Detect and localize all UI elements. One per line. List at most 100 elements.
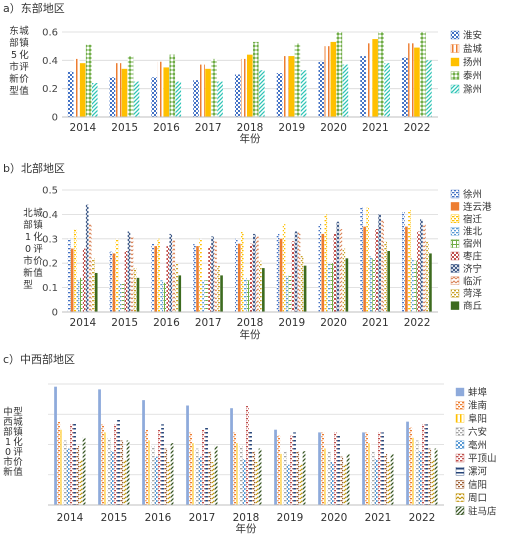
bar: 宿迁 2017: 0.3 — [199, 238, 202, 312]
bar: 漯河 2020: 0.26 — [337, 435, 340, 505]
legend-swatch — [455, 506, 465, 515]
y-axis-label-char: 值 — [33, 267, 43, 279]
bar: 泰州 2019: 0.52 — [294, 43, 301, 118]
bar: 商丘 2019: 0.19 — [303, 265, 307, 312]
y-tick-label: 0.2 — [42, 259, 58, 270]
bar: 蚌埠 2021: 0.27 — [362, 432, 365, 505]
bar: 淮安 2018: 0.3 — [234, 74, 241, 117]
legend-label: 宿迁 — [463, 213, 483, 225]
bar: 徐州 2018: 0.3 — [234, 238, 238, 312]
bar: 淮南 2019: 0.26 — [277, 435, 281, 505]
y-axis-label-char: 镇 — [33, 219, 43, 231]
bar: 亳州 2014: 0.21 — [66, 448, 70, 505]
bar: 六安 2018: 0.22 — [239, 445, 243, 505]
bar: 临沂 2018: 0.31 — [256, 236, 259, 312]
bar: 宿迁 2019: 0.36 — [282, 224, 286, 312]
bar: 信阳 2015: 0.24 — [120, 440, 124, 505]
x-tick-label: 2019 — [278, 317, 305, 329]
bar: 菏泽 2014: 0.22 — [91, 258, 95, 312]
y-tick-label: 0.3 — [42, 234, 58, 245]
bar: 宿州 2020: 0.2 — [330, 263, 334, 312]
bar: 临沂 2019: 0.33 — [297, 231, 301, 312]
bar: 蚌埠 2014: 0.44 — [54, 386, 57, 505]
bar: 连云港 2021: 0.35 — [363, 226, 366, 312]
y-tick-label: 0.1 — [42, 283, 58, 294]
legend-label: 周口 — [468, 493, 487, 504]
y-axis-label-char: 东 — [9, 25, 19, 37]
legend-swatch — [450, 44, 460, 53]
bar: 盐城 2016: 0.39 — [157, 61, 164, 117]
legend-swatch — [450, 84, 460, 94]
bar: 淮北 2016: 0.13 — [160, 280, 164, 312]
bar: 淮南 2018: 0.27 — [233, 432, 237, 505]
legend-label: 阜阳 — [468, 413, 487, 425]
bar: 淮安 2014: 0.32 — [67, 71, 74, 117]
bar: 滁州 2022: 0.4 — [426, 60, 432, 117]
bar: 周口 2019: 0.15 — [299, 464, 303, 505]
x-axis-label: 年份 — [240, 132, 261, 145]
y-axis-label-char: 价 — [19, 74, 29, 85]
legend-label: 淮南 — [468, 400, 487, 412]
bar: 枣庄 2016: 0.27 — [166, 246, 170, 312]
bar: 盐城 2021: 0.52 — [366, 43, 372, 118]
x-tick-label: 2018 — [237, 317, 264, 329]
y-axis-label-char: 值 — [13, 466, 23, 478]
bar: 周口 2020: 0.15 — [343, 464, 347, 505]
bar: 泰州 2014: 0.51 — [85, 44, 92, 117]
bar: 驻马店 2021: 0.19 — [390, 453, 394, 505]
bar: 平顶山 2015: 0.3 — [114, 424, 117, 505]
bar: 淮北 2018: 0.14 — [243, 277, 247, 312]
bar: 扬州 2022: 0.49 — [414, 47, 420, 118]
bar: 驻马店 2022: 0.21 — [434, 448, 438, 505]
bar: 枣庄 2018: 0.28 — [250, 243, 253, 312]
bar: 宿州 2021: 0.22 — [372, 258, 375, 312]
y-axis-label-char: 中 — [3, 406, 13, 418]
bar: 驻马店 2014: 0.25 — [82, 437, 86, 505]
y-axis-label-char: 化 — [33, 231, 43, 243]
bar: 淮北 2022: 0.22 — [411, 258, 414, 312]
bar: 临沂 2017: 0.29 — [214, 241, 217, 312]
y-axis-label-char: 1 — [25, 232, 31, 243]
bar: 枣庄 2020: 0.32 — [333, 233, 337, 312]
bar: 蚌埠 2020: 0.27 — [318, 432, 321, 505]
legend-label: 徐州 — [463, 189, 482, 201]
bar: 淮北 2015: 0.12 — [118, 282, 122, 312]
legend-label: 扬州 — [463, 57, 482, 69]
bar: 阜阳 2017: 0.23 — [192, 443, 196, 505]
bar: 六安 2015: 0.25 — [107, 437, 111, 505]
y-axis-label-char: 评 — [19, 62, 29, 73]
y-axis-label-char: 部 — [23, 219, 33, 231]
y-tick-label: 0.5 — [42, 186, 58, 197]
bar: 泰州 2022: 0.6 — [420, 32, 426, 117]
bar: 淮南 2017: 0.27 — [189, 432, 193, 505]
bar: 周口 2014: 0.17 — [79, 459, 83, 505]
bar: 临沂 2016: 0.3 — [172, 238, 176, 312]
bar: 六安 2019: 0.2 — [283, 451, 287, 505]
bar: 徐州 2016: 0.28 — [151, 243, 155, 312]
bar: 淮南 2015: 0.3 — [101, 424, 105, 505]
bar: 临沂 2020: 0.34 — [339, 229, 343, 312]
bar: 漯河 2014: 0.31 — [73, 421, 76, 505]
bar: 宿州 2017: 0.13 — [205, 280, 208, 312]
bar: 驻马店 2020: 0.19 — [346, 453, 350, 505]
legend-label: 济宁 — [463, 263, 482, 275]
y-axis-label-char: 城 — [13, 417, 23, 428]
bar: 连云港 2017: 0.27 — [196, 246, 199, 312]
bar: 驻马店 2018: 0.21 — [258, 448, 262, 505]
y-axis-label-char: 1 — [5, 437, 11, 448]
bar: 驻马店 2015: 0.24 — [126, 440, 130, 505]
y-axis-label-char: 新 — [3, 466, 13, 478]
y-axis-label-char: 评 — [33, 244, 43, 255]
bar: 枣庄 2021: 0.34 — [375, 229, 378, 312]
bar: 连云港 2019: 0.3 — [279, 238, 283, 312]
bar: 徐州 2020: 0.36 — [318, 224, 322, 312]
legend-label: 漯河 — [468, 466, 488, 478]
bar: 平顶山 2020: 0.27 — [334, 432, 337, 505]
bar: 漯河 2018: 0.28 — [249, 429, 252, 505]
bar: 宿州 2018: 0.13 — [246, 280, 250, 312]
bar: 盐城 2014: 0.41 — [73, 58, 80, 117]
bar: 淮南 2016: 0.28 — [145, 429, 149, 505]
legend-swatch — [450, 239, 460, 248]
